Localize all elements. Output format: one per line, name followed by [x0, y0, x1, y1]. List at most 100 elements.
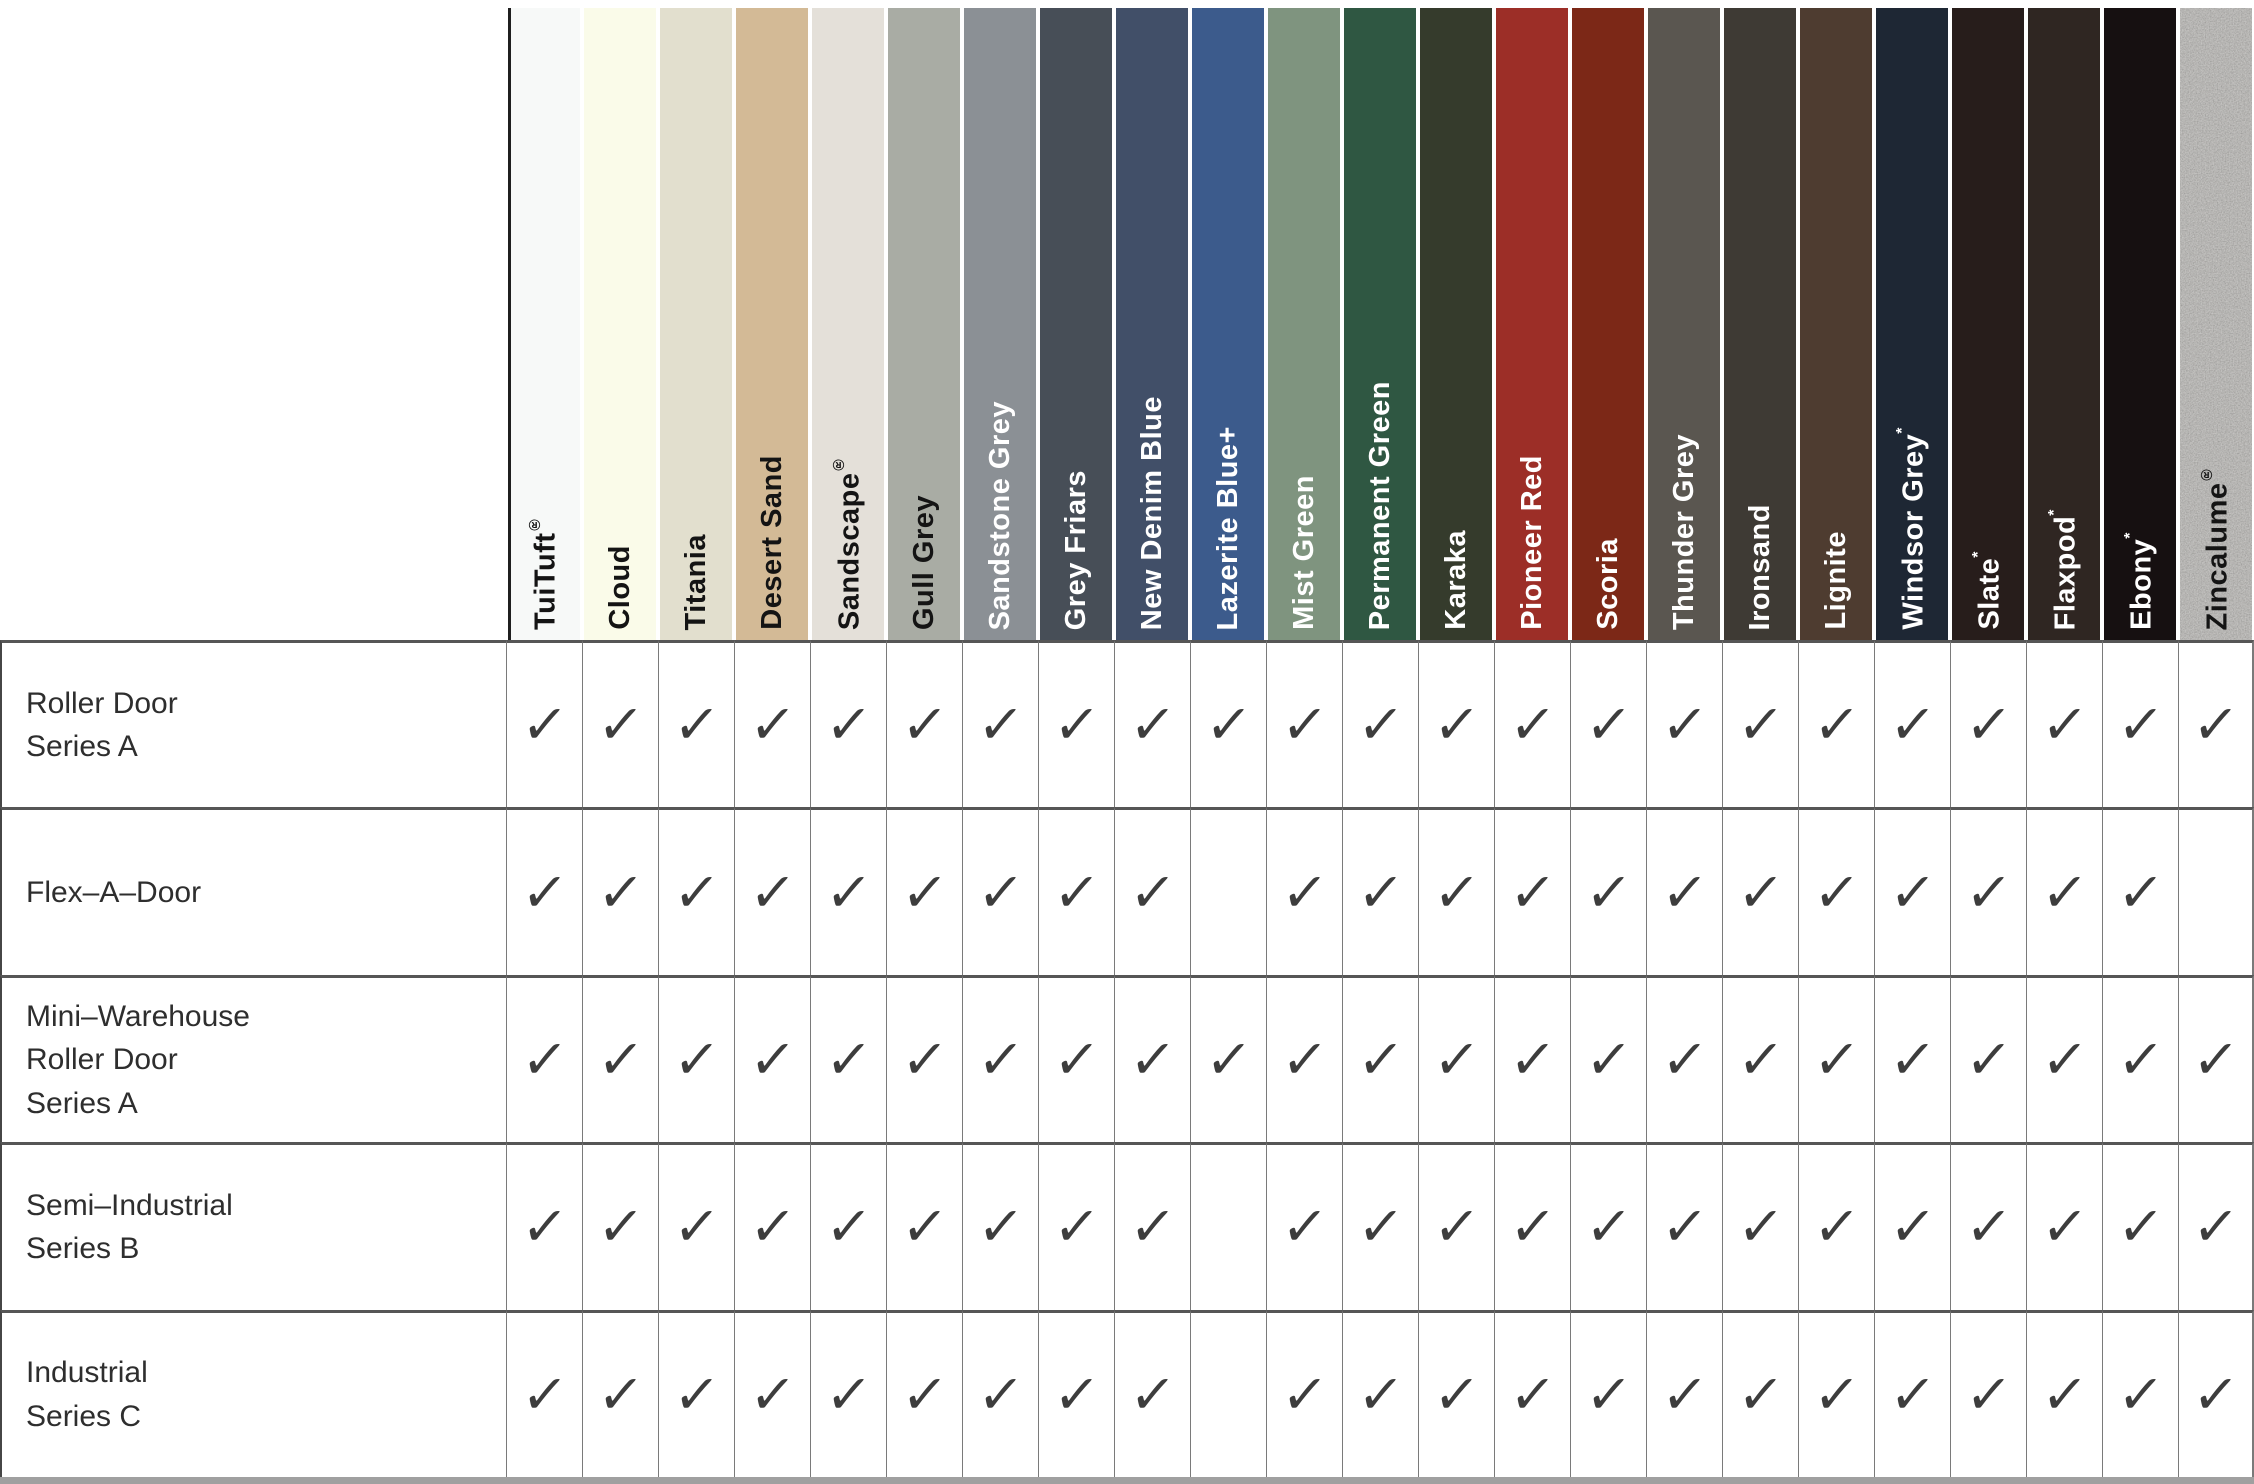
availability-cell-mini-warehouse-roller-door-series-a-lignite: ✓ [1798, 974, 1874, 1143]
availability-cell-semi-industrial-series-b-gull-grey: ✓ [886, 1142, 962, 1310]
availability-cell-roller-door-series-a-desert-sand: ✓ [734, 640, 810, 808]
availability-cell-roller-door-series-a-permanent-green: ✓ [1342, 640, 1418, 808]
checkmark-icon: ✓ [1126, 1027, 1179, 1091]
availability-cell-mini-warehouse-roller-door-series-a-ebony: ✓ [2102, 974, 2178, 1143]
availability-cell-semi-industrial-series-b-cloud: ✓ [582, 1142, 658, 1310]
availability-cell-mini-warehouse-roller-door-series-a-gull-grey: ✓ [886, 974, 962, 1143]
availability-cell-mini-warehouse-roller-door-series-a-sandscape: ✓ [810, 974, 886, 1143]
checkmark-icon: ✓ [518, 1027, 571, 1091]
checkmark-icon: ✓ [1886, 693, 1939, 757]
checkmark-icon: ✓ [1354, 693, 1407, 757]
checkmark-icon: ✓ [1658, 1362, 1711, 1426]
checkmark-icon: ✓ [1430, 1195, 1483, 1259]
column-header-karaka: Karaka [1420, 8, 1492, 640]
availability-cell-roller-door-series-a-grey-friars: ✓ [1038, 640, 1114, 808]
checkmark-icon: ✓ [1886, 860, 1939, 924]
color-name-label: Sandscape® [829, 454, 866, 630]
availability-cell-mini-warehouse-roller-door-series-a-lazerite-blue: ✓ [1190, 974, 1266, 1143]
availability-cell-flex-a-door-zincalume [2178, 807, 2254, 975]
row-label-semi-industrial-series-b: Semi–Industrial Series B [0, 1142, 506, 1310]
checkmark-icon: ✓ [1810, 693, 1863, 757]
checkmark-icon: ✓ [2189, 1362, 2242, 1426]
table-corner-blank [0, 0, 506, 640]
availability-cell-flex-a-door-flaxpod: ✓ [2026, 807, 2102, 975]
column-header-windsor-grey: Windsor Grey* [1876, 8, 1948, 640]
checkmark-icon: ✓ [1658, 1027, 1711, 1091]
checkmark-icon: ✓ [2038, 1362, 2091, 1426]
availability-cell-industrial-series-c-ebony: ✓ [2102, 1309, 2178, 1477]
availability-cell-mini-warehouse-roller-door-series-a-desert-sand: ✓ [734, 974, 810, 1143]
availability-cell-roller-door-series-a-sandstone-grey: ✓ [962, 640, 1038, 808]
availability-cell-mini-warehouse-roller-door-series-a-windsor-grey: ✓ [1874, 974, 1950, 1143]
checkmark-icon: ✓ [1810, 1027, 1863, 1091]
availability-cell-semi-industrial-series-b-windsor-grey: ✓ [1874, 1142, 1950, 1310]
checkmark-icon: ✓ [1354, 1362, 1407, 1426]
column-header-sandstone-grey: Sandstone Grey [964, 8, 1036, 640]
asterisk-mark: * [1969, 551, 1987, 559]
checkmark-icon: ✓ [1354, 860, 1407, 924]
availability-cell-industrial-series-c-sandscape: ✓ [810, 1309, 886, 1477]
checkmark-icon: ✓ [1050, 693, 1103, 757]
availability-cell-roller-door-series-a-zincalume: ✓ [2178, 640, 2254, 808]
row-label-industrial-series-c: Industrial Series C [0, 1309, 506, 1477]
column-header-ironsand: Ironsand [1724, 8, 1796, 640]
checkmark-icon: ✓ [1658, 693, 1711, 757]
checkmark-icon: ✓ [974, 1362, 1027, 1426]
zincalume-speckle-texture [2180, 8, 2252, 640]
availability-cell-mini-warehouse-roller-door-series-a-thunder-grey: ✓ [1646, 974, 1722, 1143]
checkmark-icon: ✓ [746, 1195, 799, 1259]
column-header-mist-green: Mist Green [1268, 8, 1340, 640]
color-name-label: Ebony* [2121, 532, 2158, 630]
color-name-label: Ironsand [1743, 503, 1776, 630]
availability-cell-roller-door-series-a-mist-green: ✓ [1266, 640, 1342, 808]
color-name-label: Desert Sand [755, 455, 788, 630]
checkmark-icon: ✓ [1506, 1195, 1559, 1259]
availability-cell-industrial-series-c-titania: ✓ [658, 1309, 734, 1477]
row-label-roller-door-series-a: Roller Door Series A [0, 640, 506, 808]
availability-cell-mini-warehouse-roller-door-series-a-scoria: ✓ [1570, 974, 1646, 1143]
checkmark-icon: ✓ [1886, 1027, 1939, 1091]
registered-mark: ® [829, 454, 847, 473]
availability-cell-roller-door-series-a-lazerite-blue: ✓ [1190, 640, 1266, 808]
checkmark-icon: ✓ [974, 693, 1027, 757]
asterisk-mark: * [2121, 532, 2139, 539]
column-header-flaxpod: Flaxpod* [2028, 8, 2100, 640]
availability-cell-roller-door-series-a-lignite: ✓ [1798, 640, 1874, 808]
checkmark-icon: ✓ [746, 1362, 799, 1426]
color-name-label: Grey Friars [1059, 469, 1092, 630]
checkmark-icon: ✓ [1050, 1362, 1103, 1426]
checkmark-icon: ✓ [1582, 1362, 1635, 1426]
color-name-label: Flaxpod* [2045, 508, 2082, 630]
checkmark-icon: ✓ [518, 860, 571, 924]
checkmark-icon: ✓ [1734, 1195, 1787, 1259]
availability-cell-semi-industrial-series-b-scoria: ✓ [1570, 1142, 1646, 1310]
availability-cell-industrial-series-c-new-denim-blue: ✓ [1114, 1309, 1190, 1477]
availability-cell-roller-door-series-a-karaka: ✓ [1418, 640, 1494, 808]
availability-cell-flex-a-door-karaka: ✓ [1418, 807, 1494, 975]
checkmark-icon: ✓ [670, 1195, 723, 1259]
checkmark-icon: ✓ [670, 860, 723, 924]
color-name-label: Lignite [1819, 531, 1852, 630]
column-header-tuituft: TuiTuft® [508, 8, 580, 640]
availability-cell-industrial-series-c-zincalume: ✓ [2178, 1309, 2254, 1477]
availability-cell-roller-door-series-a-ironsand: ✓ [1722, 640, 1798, 808]
availability-cell-industrial-series-c-gull-grey: ✓ [886, 1309, 962, 1477]
checkmark-icon: ✓ [1582, 693, 1635, 757]
availability-cell-roller-door-series-a-windsor-grey: ✓ [1874, 640, 1950, 808]
checkmark-icon: ✓ [898, 1027, 951, 1091]
availability-cell-industrial-series-c-lazerite-blue [1190, 1309, 1266, 1477]
checkmark-icon: ✓ [974, 1027, 1027, 1091]
checkmark-icon: ✓ [594, 1195, 647, 1259]
availability-cell-industrial-series-c-slate: ✓ [1950, 1309, 2026, 1477]
checkmark-icon: ✓ [670, 1362, 723, 1426]
availability-cell-semi-industrial-series-b-sandscape: ✓ [810, 1142, 886, 1310]
checkmark-icon: ✓ [1506, 1362, 1559, 1426]
checkmark-icon: ✓ [1810, 1195, 1863, 1259]
availability-cell-industrial-series-c-windsor-grey: ✓ [1874, 1309, 1950, 1477]
availability-cell-flex-a-door-ebony: ✓ [2102, 807, 2178, 975]
availability-cell-semi-industrial-series-b-flaxpod: ✓ [2026, 1142, 2102, 1310]
availability-cell-roller-door-series-a-cloud: ✓ [582, 640, 658, 808]
checkmark-icon: ✓ [1582, 860, 1635, 924]
availability-cell-industrial-series-c-tuituft: ✓ [506, 1309, 582, 1477]
checkmark-icon: ✓ [2038, 693, 2091, 757]
